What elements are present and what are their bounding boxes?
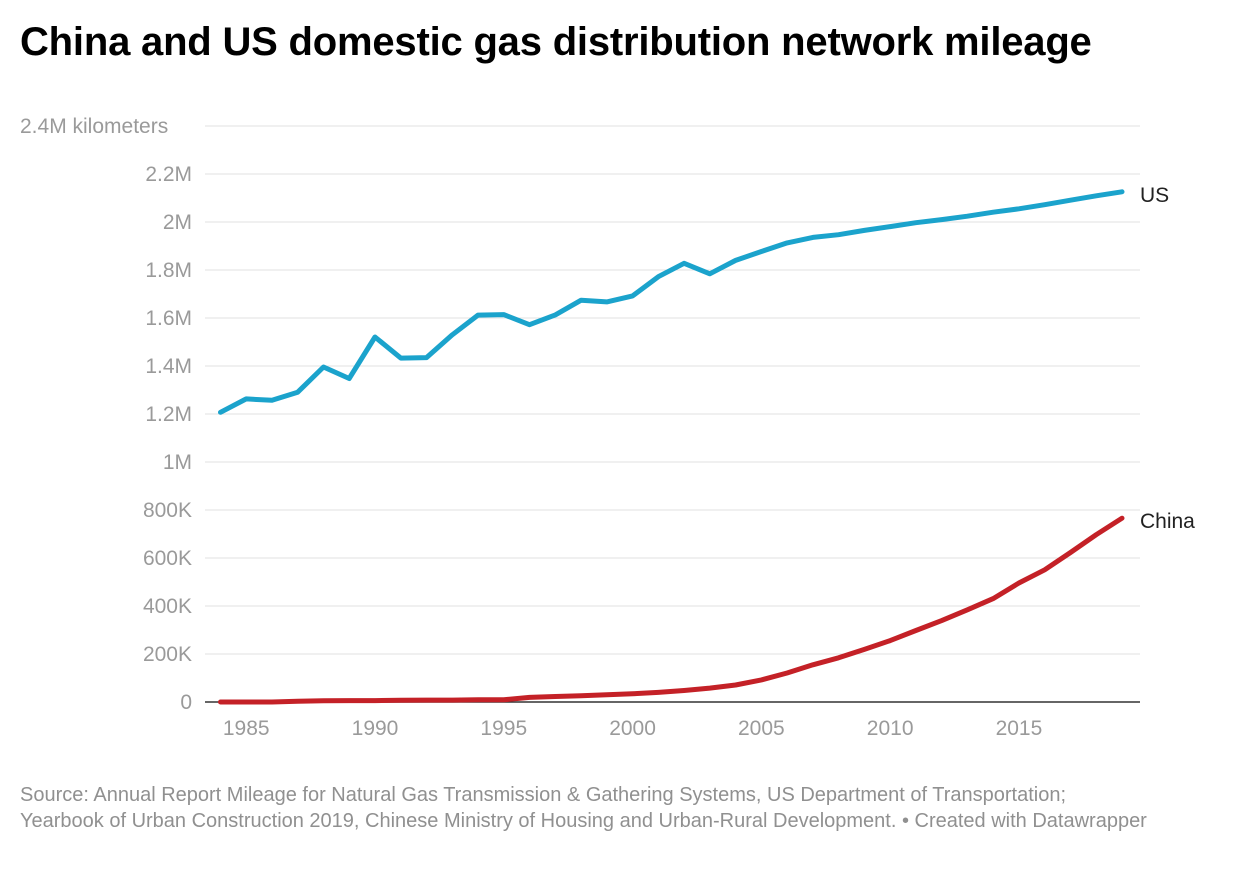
x-tick-label: 2015 (996, 717, 1043, 740)
source-note: Source: Annual Report Mileage for Natura… (20, 784, 1147, 832)
y-tick-label: 1M (163, 451, 192, 474)
y-tick-label: 200K (143, 643, 192, 666)
x-tick-label: 2005 (738, 717, 785, 740)
y-tick-label: 1.2M (145, 403, 192, 426)
x-axis-labels: 1985 1990 1995 2000 2005 2010 2015 (223, 717, 1042, 740)
y-tick-label: 800K (143, 499, 192, 522)
series-layer: US China (218, 184, 1195, 705)
y-tick-label: 1.8M (145, 259, 192, 282)
y-tick-label: 1.4M (145, 355, 192, 378)
series-line-us (218, 189, 1125, 415)
chart-title: China and US domestic gas distribution n… (20, 20, 1092, 64)
y-tick-label: 400K (143, 595, 192, 618)
series-line-china (218, 515, 1125, 705)
line-chart: 0 200K 400K 600K 800K 1M 1.2M 1.4M 1.6M 1.8M 2M 2.2… (20, 115, 1195, 740)
x-tick-label: 1995 (480, 717, 527, 740)
y-axis-labels: 0 200K 400K 600K 800K 1M 1.2M 1.4M 1.6M 1.8M 2M 2.2… (20, 115, 192, 714)
y-tick-label: 2M (163, 211, 192, 234)
x-tick-label: 2010 (867, 717, 914, 740)
series-label-china: China (1140, 510, 1195, 533)
x-tick-label: 2000 (609, 717, 656, 740)
y-tick-label: 1.6M (145, 307, 192, 330)
y-tick-label: 600K (143, 547, 192, 570)
series-label-us: US (1140, 184, 1169, 207)
y-tick-label: 2.2M (145, 163, 192, 186)
x-tick-label: 1990 (352, 717, 399, 740)
y-tick-label: 0 (180, 691, 192, 714)
y-tick-label: 2.4M kilometers (20, 115, 168, 138)
x-tick-label: 1985 (223, 717, 270, 740)
